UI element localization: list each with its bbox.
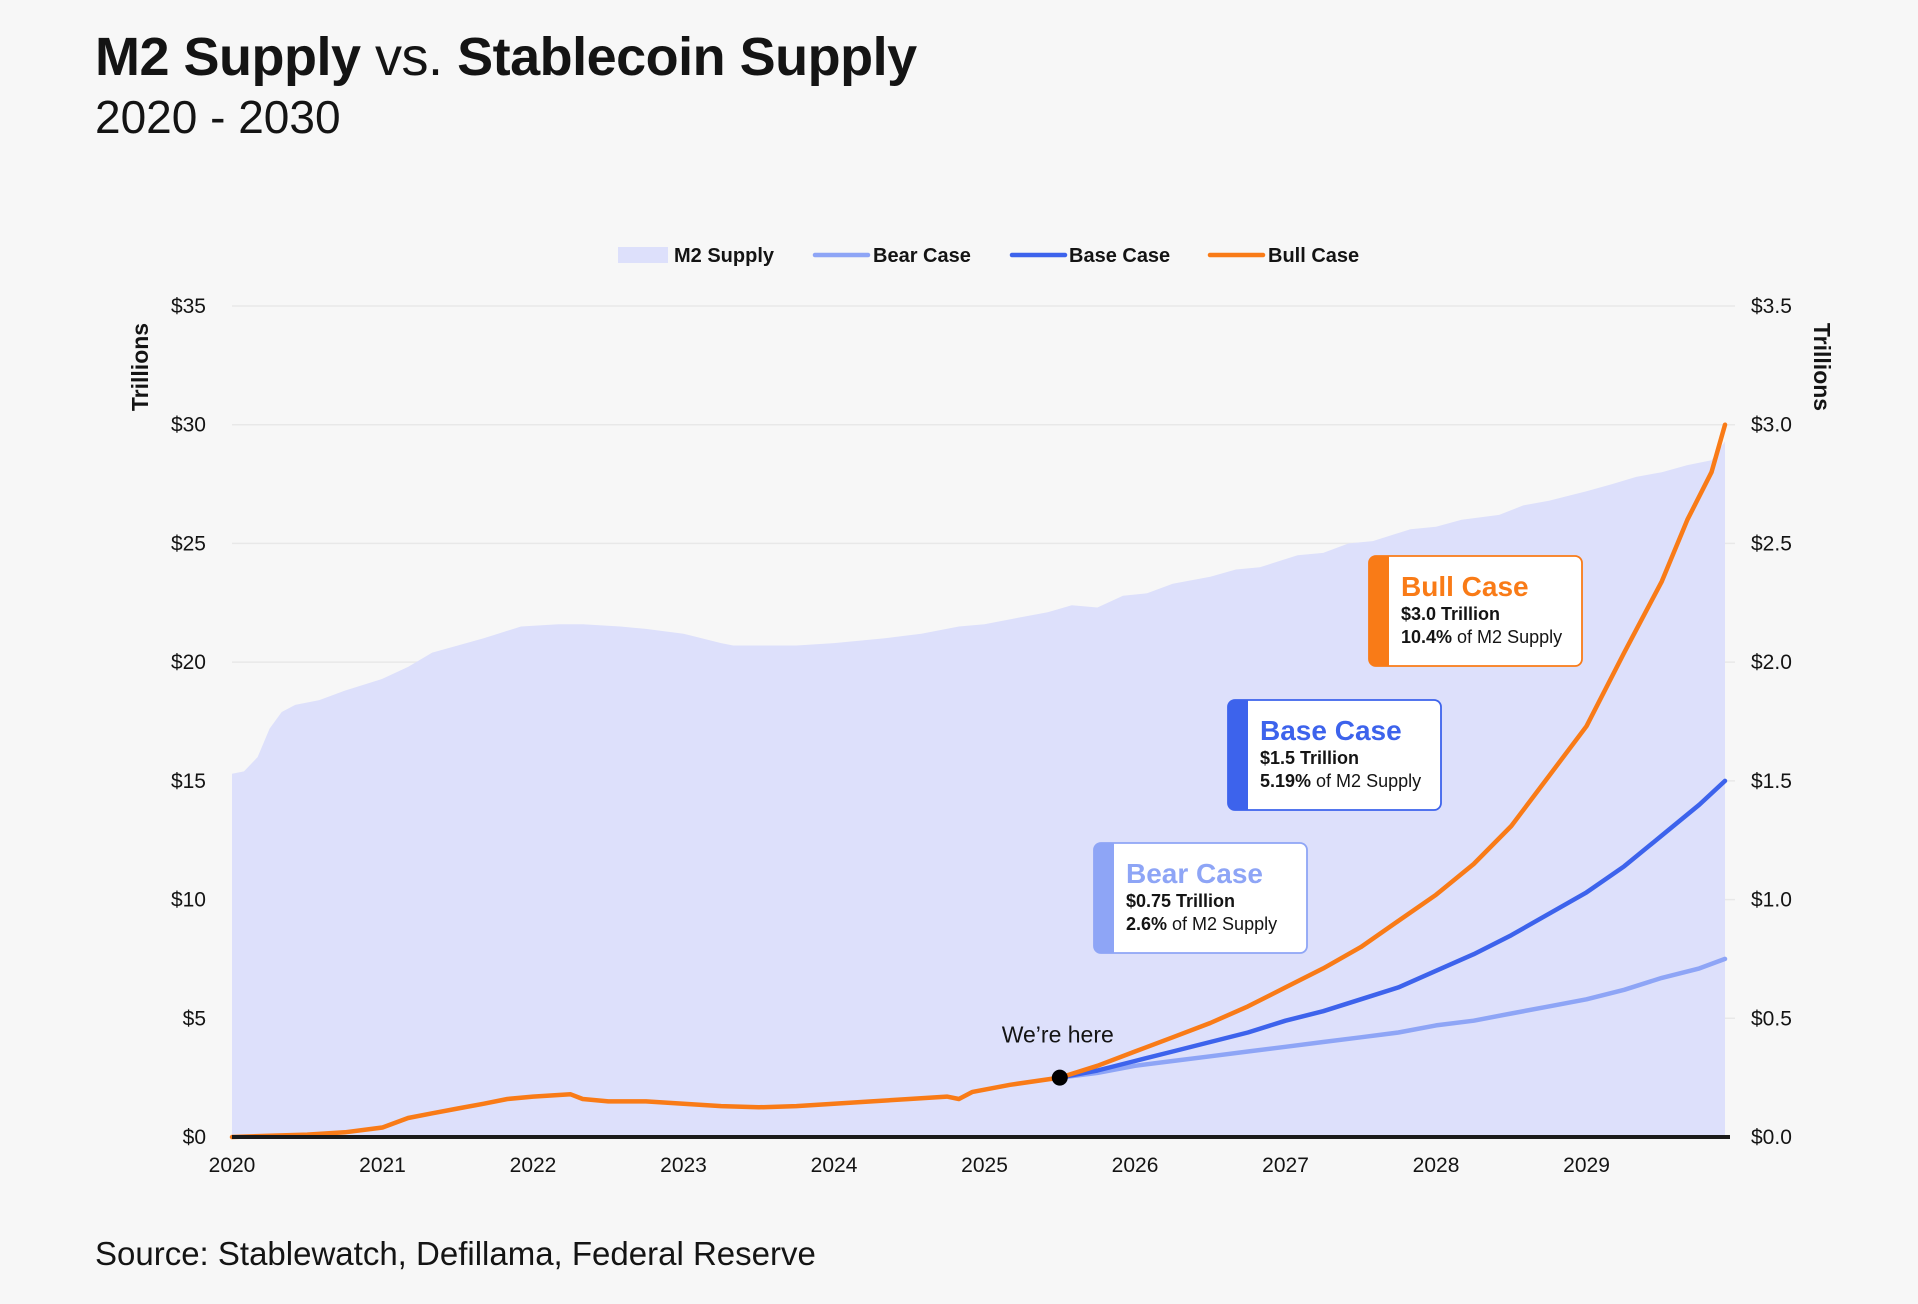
callout-pct-label: of M2 Supply	[1311, 771, 1421, 791]
callout-accent-bar	[1094, 843, 1114, 953]
callout-pct: 2.6% of M2 Supply	[1126, 914, 1277, 934]
y-right-tick-label: $1.5	[1751, 770, 1792, 793]
y-right-tick-label: $3.5	[1751, 295, 1792, 318]
y-right-tick-label: $3.0	[1751, 414, 1792, 437]
x-tick-label: 2022	[510, 1154, 557, 1177]
y-right-tick-label: $2.5	[1751, 532, 1792, 555]
axes: $0 $5 $10 $15 $20 $25 $30 $35 $0.0 $0.5 $1.0 $1.5 $2…	[127, 295, 1835, 1177]
callout-accent-bar	[1369, 556, 1389, 666]
y-left-tick-label: $10	[171, 889, 206, 912]
title-vs: vs.	[375, 27, 443, 87]
legend-label-bear-case: Bear Case	[873, 245, 971, 267]
callout-title: Bear Case	[1126, 858, 1263, 889]
callout-pct-value: 5.19%	[1260, 771, 1311, 791]
source-note: Source: Stablewatch, Defillama, Federal …	[95, 1235, 816, 1272]
legend: M2 Supply Bear Case Base Case Bull Case	[618, 245, 1359, 267]
were-here-label: We’re here	[1002, 1022, 1114, 1048]
y-left-tick-label: $35	[171, 295, 206, 318]
x-tick-label: 2023	[660, 1154, 707, 1177]
title-part1: M2 Supply	[95, 27, 361, 87]
bear-case-line	[1057, 956, 1728, 1080]
were-here-marker: We’re here	[1002, 1022, 1114, 1086]
callout-pct-value: 2.6%	[1126, 914, 1167, 934]
chart-subtitle: 2020 - 2030	[95, 91, 341, 143]
callout-pct: 5.19% of M2 Supply	[1260, 771, 1421, 791]
chart-title: M2 Supply vs. Stablecoin Supply	[95, 24, 917, 90]
y-right-axis-title: Trillions	[1809, 323, 1835, 411]
y-left-tick-label: $20	[171, 651, 206, 674]
x-tick-label: 2026	[1112, 1154, 1159, 1177]
bear-case-callout: Bear Case$0.75 Trillion 2.6% of M2 Supply	[1093, 842, 1308, 954]
y-right-tick-label: $0.5	[1751, 1007, 1792, 1030]
y-right-tick-label: $0.0	[1751, 1126, 1792, 1149]
callout-accent-bar	[1228, 700, 1248, 810]
x-tick-label: 2021	[359, 1154, 406, 1177]
callouts: Bull Case$3.0 Trillion 10.4% of M2 Supply…	[1093, 555, 1583, 954]
callout-title: Bull Case	[1401, 571, 1529, 602]
y-left-tick-label: $15	[171, 770, 206, 793]
callout-pct-label: of M2 Supply	[1452, 627, 1562, 647]
bull-case-line	[229, 422, 1728, 1140]
title-part2: Stablecoin Supply	[457, 27, 917, 87]
y-left-axis-title: Trillions	[127, 323, 153, 411]
legend-label-base-case: Base Case	[1069, 245, 1170, 267]
m2-area-layer	[232, 441, 1725, 1137]
x-tick-label: 2024	[811, 1154, 858, 1177]
x-tick-label: 2029	[1563, 1154, 1610, 1177]
x-tick-label: 2020	[209, 1154, 256, 1177]
callout-value: $1.5 Trillion	[1260, 748, 1359, 768]
legend-label-bull-case: Bull Case	[1268, 245, 1359, 267]
y-right-tick-label: $1.0	[1751, 889, 1792, 912]
y-left-tick-label: $0	[183, 1126, 206, 1149]
callout-pct-label: of M2 Supply	[1167, 914, 1277, 934]
y-left-tick-label: $25	[171, 532, 206, 555]
x-tick-label: 2027	[1262, 1154, 1309, 1177]
callout-pct: 10.4% of M2 Supply	[1401, 627, 1562, 647]
legend-swatch-m2-supply	[618, 247, 668, 263]
callout-pct-value: 10.4%	[1401, 627, 1452, 647]
bull-case-callout: Bull Case$3.0 Trillion 10.4% of M2 Supply	[1368, 555, 1583, 667]
series-lines	[229, 422, 1728, 1140]
chart-header: M2 Supply vs. Stablecoin Supply 2020 - 2…	[95, 24, 917, 144]
legend-label-m2-supply: M2 Supply	[674, 245, 775, 267]
x-tick-label: 2025	[961, 1154, 1008, 1177]
base-case-callout: Base Case$1.5 Trillion 5.19% of M2 Supply	[1227, 699, 1442, 811]
callout-title: Base Case	[1260, 715, 1402, 746]
base-case-line	[1057, 778, 1728, 1080]
y-left-tick-label: $5	[183, 1007, 206, 1030]
y-right-tick-label: $2.0	[1751, 651, 1792, 674]
callout-value: $3.0 Trillion	[1401, 604, 1500, 624]
m2-supply-area	[232, 441, 1725, 1137]
x-tick-label: 2028	[1413, 1154, 1460, 1177]
y-left-tick-label: $30	[171, 414, 206, 437]
callout-value: $0.75 Trillion	[1126, 891, 1235, 911]
were-here-dot	[1051, 1069, 1068, 1086]
